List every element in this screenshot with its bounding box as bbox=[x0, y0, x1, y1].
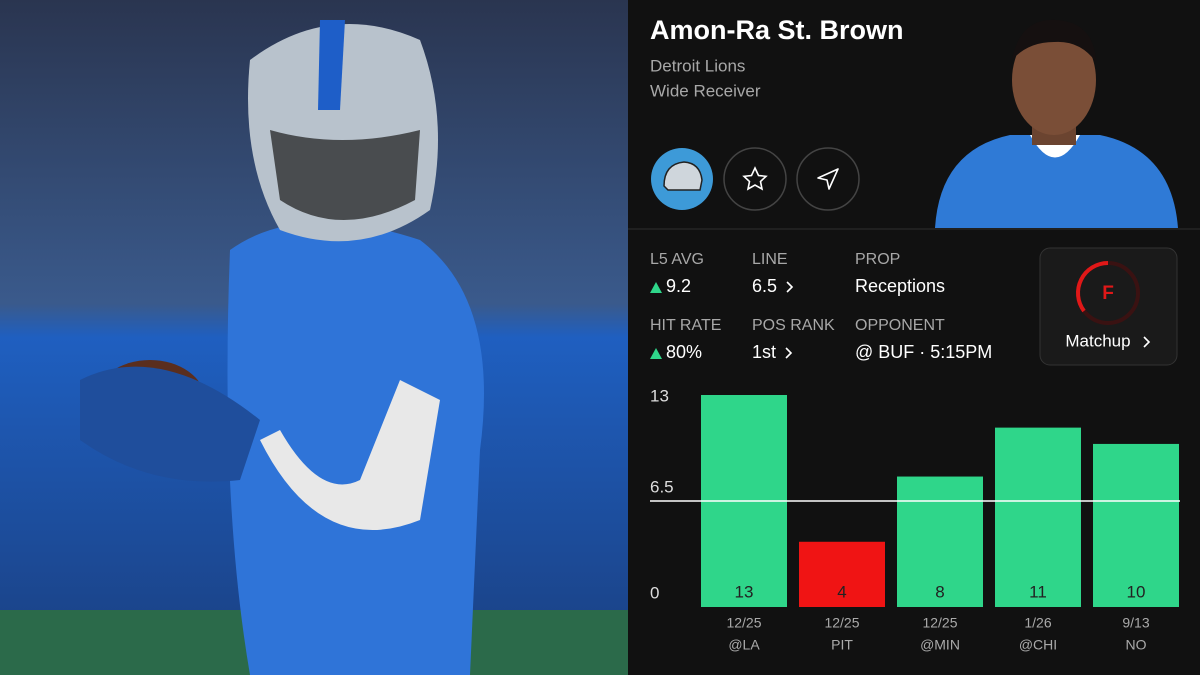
opponent-label: @MIN bbox=[920, 637, 960, 653]
x-tick-label: 9/13 bbox=[1122, 615, 1149, 631]
value-label: 8 bbox=[935, 582, 944, 601]
x-tick-label: 12/25 bbox=[922, 615, 957, 631]
action-photo bbox=[0, 0, 628, 675]
trend-up-icon bbox=[650, 282, 662, 293]
favorite-button[interactable] bbox=[723, 147, 787, 211]
chart: 0 6.5 13 13 12/25 @LA 4 12/25 PIT 8 12/25 @MIN 11 1/2… bbox=[650, 386, 1180, 653]
stat-label: OPPONENT bbox=[855, 317, 945, 334]
value-label: 4 bbox=[837, 582, 846, 601]
stat-label: L5 AVG bbox=[650, 251, 704, 268]
x-tick-label: 1/26 bbox=[1024, 615, 1051, 631]
trend-up-icon bbox=[650, 348, 662, 359]
matchup-label: Matchup bbox=[1065, 331, 1130, 350]
x-tick-label: 12/25 bbox=[824, 615, 859, 631]
team-button[interactable] bbox=[651, 148, 713, 210]
headshot bbox=[935, 19, 1178, 228]
opponent-label: @LA bbox=[728, 637, 760, 653]
stat-value: 80% bbox=[666, 342, 702, 362]
stat-value: 1st bbox=[752, 342, 776, 362]
stat-label: HIT RATE bbox=[650, 317, 721, 334]
share-button[interactable] bbox=[796, 147, 860, 211]
y-tick-label: 6.5 bbox=[650, 477, 674, 496]
bar bbox=[995, 427, 1081, 607]
stat-label: POS RANK bbox=[752, 317, 835, 334]
y-tick-label: 13 bbox=[650, 386, 669, 405]
stat-value: Receptions bbox=[855, 276, 945, 296]
player-name: Amon-Ra St. Brown bbox=[650, 15, 904, 45]
bar bbox=[1093, 443, 1179, 607]
opponent-label: @CHI bbox=[1019, 637, 1057, 653]
stat-value: 9.2 bbox=[666, 276, 691, 296]
opponent-label: PIT bbox=[831, 637, 853, 653]
value-label: 13 bbox=[735, 582, 754, 601]
chevron-icon[interactable] bbox=[786, 281, 794, 293]
bar bbox=[799, 541, 885, 607]
stat-label: PROP bbox=[855, 251, 900, 268]
position: Wide Receiver bbox=[650, 81, 761, 100]
team: Detroit Lions bbox=[650, 56, 745, 75]
opponent-label: NO bbox=[1126, 637, 1147, 653]
matchup-card[interactable]: F Matchup bbox=[1039, 247, 1178, 366]
x-tick-label: 12/25 bbox=[726, 615, 761, 631]
matchup-grade: F bbox=[1102, 283, 1114, 304]
y-tick-label: 0 bbox=[650, 583, 659, 602]
stat-label: LINE bbox=[752, 251, 788, 268]
chevron-icon[interactable] bbox=[785, 347, 793, 359]
bar bbox=[897, 476, 983, 607]
value-label: 11 bbox=[1029, 582, 1047, 601]
value-label: 10 bbox=[1127, 582, 1146, 601]
stat-value: @ BUF · 5:15PM bbox=[855, 342, 992, 362]
stat-value: 6.5 bbox=[752, 276, 777, 296]
